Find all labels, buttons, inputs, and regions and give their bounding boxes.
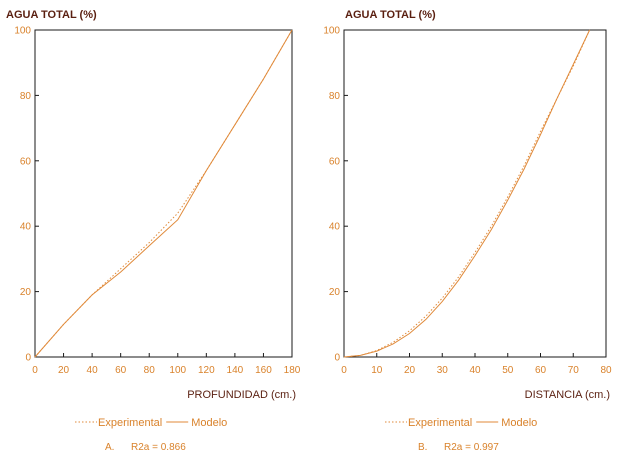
x-tick-label: 70 (568, 365, 580, 376)
y-tick-label: 40 (20, 222, 32, 233)
x-tick-label: 20 (404, 365, 416, 376)
panel-letter: A. (105, 442, 114, 453)
legend-label-modelo: Modelo (501, 417, 537, 429)
x-tick-label: 0 (341, 365, 347, 376)
x-tick-label: 160 (255, 365, 272, 376)
r2-annotation: R2a = 0.866 (131, 442, 186, 453)
legend-label-experimental: Experimental (98, 417, 162, 429)
y-tick-label: 20 (20, 287, 32, 298)
y-tick-label: 100 (323, 26, 340, 37)
x-tick-label: 0 (32, 365, 38, 376)
x-tick-label: 40 (469, 365, 481, 376)
legend-label-experimental: Experimental (408, 417, 472, 429)
x-axis-title: DISTANCIA (cm.) (525, 389, 610, 401)
x-tick-label: 120 (198, 365, 215, 376)
panel-letter: B. (418, 442, 427, 453)
x-tick-label: 10 (371, 365, 383, 376)
series-line-modelo (34, 29, 293, 358)
y-axis-title: AGUA TOTAL (%) (345, 9, 436, 21)
y-tick-label: 0 (334, 353, 340, 364)
x-tick-label: 140 (227, 365, 244, 376)
r2-annotation: R2a = 0.997 (444, 442, 499, 453)
y-tick-label: 60 (20, 156, 32, 167)
x-tick-label: 100 (169, 365, 186, 376)
x-tick-label: 60 (535, 365, 547, 376)
plot-frame (34, 29, 293, 358)
y-tick-label: 20 (329, 287, 341, 298)
x-tick-label: 40 (87, 365, 99, 376)
y-tick-label: 0 (25, 353, 31, 364)
chart-panel-0: AGUA TOTAL (%) 0 20 40 60 80 100 0 20 40 60 80 100 12… (6, 9, 301, 453)
y-tick-label: 40 (329, 222, 341, 233)
x-tick-label: 30 (437, 365, 449, 376)
y-tick-label: 80 (20, 91, 32, 102)
series-line-modelo (343, 29, 591, 358)
x-tick-label: 60 (115, 365, 127, 376)
x-tick-label: 80 (144, 365, 156, 376)
x-tick-label: 80 (600, 365, 612, 376)
y-tick-label: 100 (14, 26, 31, 37)
legend-label-modelo: Modelo (191, 417, 227, 429)
x-axis-title: PROFUNDIDAD (cm.) (187, 389, 296, 401)
series-line-experimental (343, 29, 591, 358)
series-line-experimental (34, 29, 293, 358)
y-axis-title: AGUA TOTAL (%) (6, 9, 97, 21)
chart-panel-1: AGUA TOTAL (%) 0 20 40 60 80 100 0 10 20 30 40 50 60 7… (323, 9, 612, 453)
y-tick-label: 80 (329, 91, 341, 102)
x-tick-label: 50 (502, 365, 514, 376)
y-tick-label: 60 (329, 156, 341, 167)
x-tick-label: 180 (284, 365, 301, 376)
x-tick-label: 20 (58, 365, 70, 376)
